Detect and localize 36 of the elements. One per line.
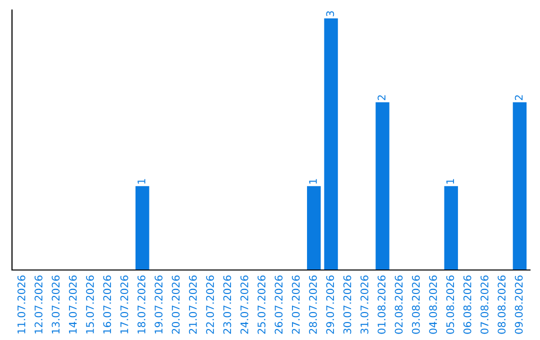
x-tick-label: 25.07.2026 bbox=[258, 276, 266, 334]
data-label: 1 bbox=[309, 179, 317, 184]
x-tick-label: 31.07.2026 bbox=[360, 276, 368, 334]
x-tick-label: 27.07.2026 bbox=[292, 276, 300, 334]
x-tick-label: 12.07.2026 bbox=[34, 276, 42, 334]
x-tick-label: 08.08.2026 bbox=[498, 276, 506, 334]
x-tick-label: 30.07.2026 bbox=[343, 276, 352, 334]
x-tick-label: 19.07.2026 bbox=[154, 276, 163, 334]
x-tick-label: 11.07.2026 bbox=[17, 276, 26, 334]
x-tick-label: 07.08.2026 bbox=[480, 276, 488, 334]
x-tick-label: 15.07.2026 bbox=[86, 276, 94, 334]
x-tick-label: 09.08.2026 bbox=[514, 276, 523, 334]
x-tick-label: 02.08.2026 bbox=[394, 276, 403, 334]
x-tick-label: 06.08.2026 bbox=[463, 276, 472, 334]
x-tick-label: 13.07.2026 bbox=[52, 276, 60, 334]
x-tick-label: 26.07.2026 bbox=[274, 276, 283, 334]
x-tick-label: 20.07.2026 bbox=[172, 276, 180, 334]
x-tick-label: 05.08.2026 bbox=[446, 276, 454, 334]
x-tick-label: 18.07.2026 bbox=[138, 276, 146, 334]
data-label: 1 bbox=[138, 179, 146, 184]
x-tick-label: 21.07.2026 bbox=[188, 276, 197, 334]
x-tick-label: 03.08.2026 bbox=[412, 276, 420, 334]
x-tick-label: 23.07.2026 bbox=[223, 276, 232, 334]
data-label: 1 bbox=[446, 179, 454, 184]
x-tick-label: 22.07.2026 bbox=[206, 276, 214, 334]
x-tick-label: 28.07.2026 bbox=[309, 276, 317, 334]
x-tick-label: 14.07.2026 bbox=[68, 276, 77, 334]
x-tick-label: 01.08.2026 bbox=[378, 276, 386, 334]
x-tick-label: 04.08.2026 bbox=[429, 276, 437, 334]
data-label: 3 bbox=[326, 11, 334, 16]
data-label: 2 bbox=[514, 95, 523, 100]
x-tick-label: 16.07.2026 bbox=[103, 276, 112, 334]
x-tick-label: 17.07.2026 bbox=[120, 276, 128, 334]
x-tick-label: 29.07.2026 bbox=[326, 276, 334, 334]
x-tick-label: 24.07.2026 bbox=[240, 276, 248, 334]
data-label: 2 bbox=[378, 95, 386, 100]
